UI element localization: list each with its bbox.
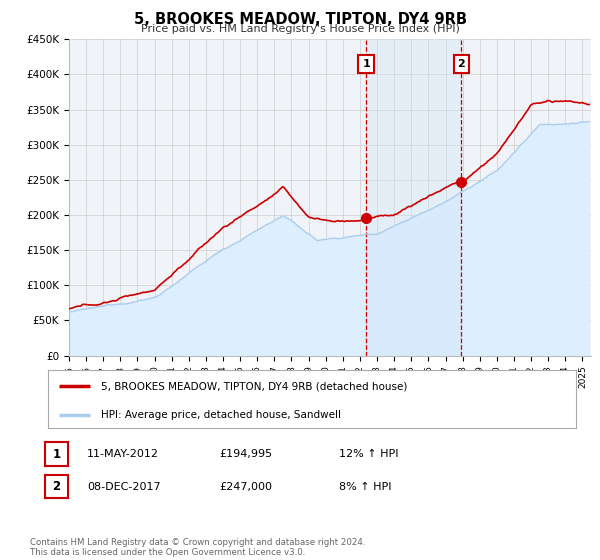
Text: 12% ↑ HPI: 12% ↑ HPI — [339, 449, 398, 459]
Bar — [366, 39, 461, 356]
Text: 2: 2 — [458, 59, 466, 69]
Text: HPI: Average price, detached house, Sandwell: HPI: Average price, detached house, Sand… — [101, 410, 341, 421]
Text: Price paid vs. HM Land Registry's House Price Index (HPI): Price paid vs. HM Land Registry's House … — [140, 24, 460, 34]
Text: 11-MAY-2012: 11-MAY-2012 — [87, 449, 159, 459]
Text: 1: 1 — [362, 59, 370, 69]
Text: Contains HM Land Registry data © Crown copyright and database right 2024.
This d: Contains HM Land Registry data © Crown c… — [30, 538, 365, 557]
Text: 2: 2 — [52, 480, 61, 493]
Text: 1: 1 — [52, 447, 61, 461]
Text: 5, BROOKES MEADOW, TIPTON, DY4 9RB: 5, BROOKES MEADOW, TIPTON, DY4 9RB — [133, 12, 467, 27]
Text: 8% ↑ HPI: 8% ↑ HPI — [339, 482, 391, 492]
Text: £194,995: £194,995 — [219, 449, 272, 459]
Text: £247,000: £247,000 — [219, 482, 272, 492]
Text: 5, BROOKES MEADOW, TIPTON, DY4 9RB (detached house): 5, BROOKES MEADOW, TIPTON, DY4 9RB (deta… — [101, 381, 407, 391]
Text: 08-DEC-2017: 08-DEC-2017 — [87, 482, 161, 492]
